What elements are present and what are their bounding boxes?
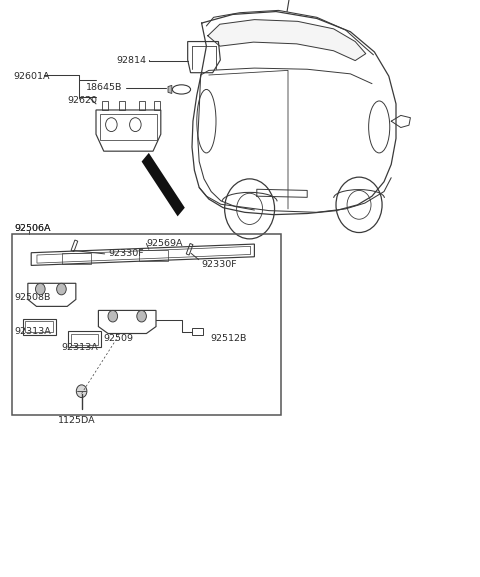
Text: 1125DA: 1125DA [58, 415, 96, 425]
Text: 92330F: 92330F [108, 249, 144, 258]
Text: 92512B: 92512B [210, 334, 247, 343]
Text: 92506A: 92506A [14, 224, 51, 233]
Circle shape [36, 283, 45, 295]
Text: 92330F: 92330F [202, 260, 237, 269]
Circle shape [137, 310, 146, 322]
Bar [25, 321, 53, 332]
Bar [154, 102, 160, 110]
Bar [139, 102, 145, 110]
Polygon shape [142, 153, 185, 216]
Bar [139, 250, 168, 261]
Text: 92506A: 92506A [14, 224, 51, 233]
Bar [12, 234, 281, 415]
Text: 92313A: 92313A [61, 343, 98, 353]
Polygon shape [208, 20, 366, 61]
Bar [68, 331, 101, 347]
Bar [71, 334, 98, 345]
Bar [102, 102, 108, 110]
Text: 18645B: 18645B [86, 83, 122, 92]
Circle shape [76, 385, 87, 398]
Text: 92313A: 92313A [14, 327, 51, 336]
Text: 92601A: 92601A [13, 72, 50, 81]
Text: 92509: 92509 [103, 334, 133, 343]
Circle shape [108, 310, 118, 322]
Bar [62, 253, 91, 264]
Text: 92814: 92814 [117, 55, 146, 65]
Text: 92620: 92620 [67, 96, 97, 105]
Polygon shape [168, 85, 172, 93]
Text: 92569A: 92569A [146, 239, 183, 248]
Text: 92508B: 92508B [14, 293, 51, 302]
Bar [192, 328, 203, 335]
Circle shape [57, 283, 66, 295]
Bar [23, 319, 56, 335]
Bar [119, 102, 125, 110]
